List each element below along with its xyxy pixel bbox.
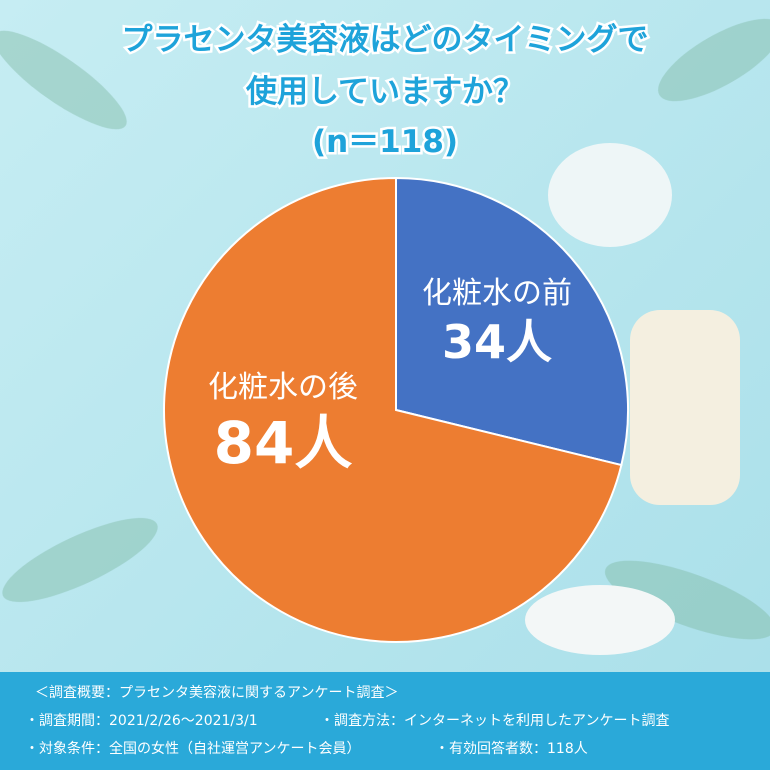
value-label: 84人 (214, 409, 353, 477)
jar (525, 585, 675, 655)
bottle (630, 310, 740, 505)
footer-item: ・有効回答者数：118人 (435, 740, 588, 757)
chart-title: 使用していますか？ (245, 74, 524, 110)
footer-heading: ＜調査概要：プラセンタ美容液に関するアンケート調査＞ (35, 684, 398, 701)
footer-item: ・調査方法：インターネットを利用したアンケート調査 (320, 713, 669, 729)
pie-slice (163, 176, 623, 643)
slice-label: 化粧水の前 (422, 276, 572, 311)
jar (548, 143, 672, 247)
chart-subtitle: (n＝118) (312, 124, 458, 160)
footer-item: ・対象条件：全国の女性（自社運営アンケート会員） (25, 740, 360, 757)
footer-band (0, 672, 770, 770)
value-label: 34人 (442, 315, 552, 369)
pie-slice (395, 176, 629, 467)
footer-item: ・調査期間：2021/2/26〜2021/3/1 (25, 713, 258, 729)
slice-label: 化粧水の後 (208, 370, 358, 405)
chart-title: プラセンタ美容液はどのタイミングで (122, 22, 649, 58)
leaves (0, 18, 770, 640)
